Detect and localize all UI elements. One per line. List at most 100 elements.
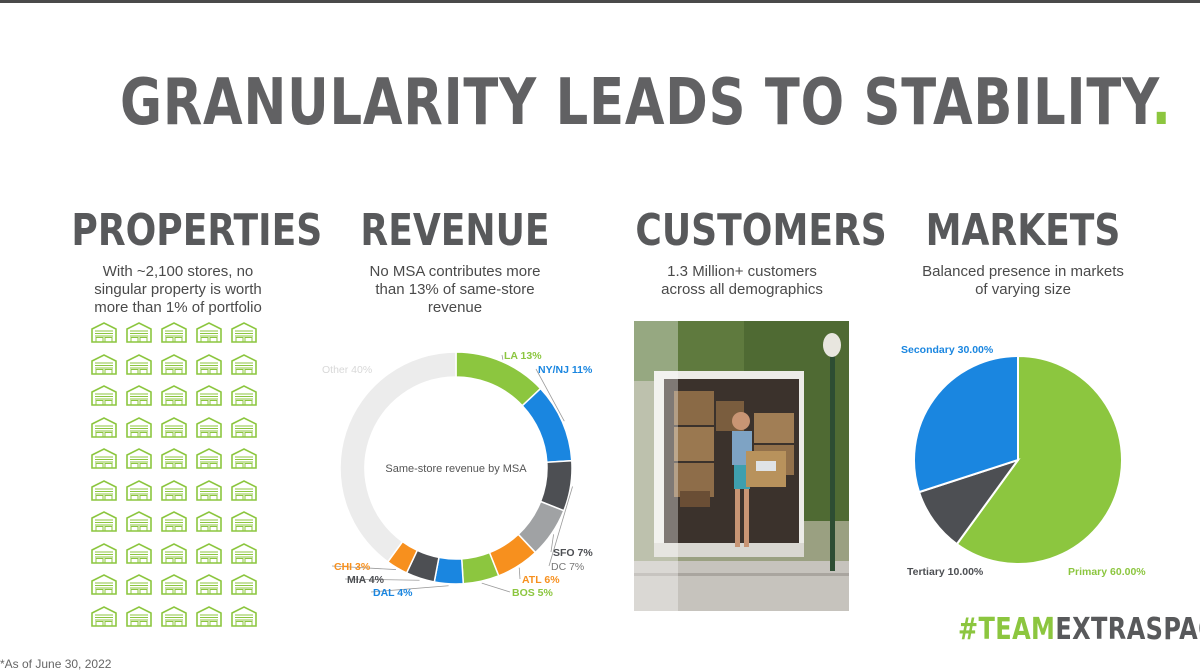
- donut-leader-bos: [481, 582, 511, 593]
- customers-column: CUSTOMERS 1.3 Million+ customers across …: [612, 205, 887, 299]
- storage-building-icon: [161, 479, 187, 501]
- donut-leader-mia: [344, 578, 420, 581]
- storage-building-icon: [126, 322, 152, 343]
- customers-description: 1.3 Million+ customers across all demogr…: [612, 263, 872, 299]
- storage-building-icon: [91, 416, 117, 438]
- revenue-description: No MSA contributes more than 13% of same…: [325, 263, 585, 317]
- storage-building-icon: [126, 353, 152, 375]
- storage-building-icon: [91, 605, 117, 627]
- storage-building-icon: [196, 416, 222, 438]
- storage-building-icon: [126, 416, 152, 438]
- storage-building-icon: [161, 605, 187, 627]
- top-rule: [0, 0, 1200, 3]
- storage-building-icon: [161, 353, 187, 375]
- brand-part-team: #TEAM: [958, 612, 1056, 647]
- storage-building-icon: [161, 542, 187, 564]
- storage-building-icon: [231, 511, 257, 532]
- storage-building-icon: [161, 448, 187, 469]
- donut-label-dc: DC 7%: [551, 561, 584, 573]
- donut-center-label: Same-store revenue by MSA: [385, 463, 527, 475]
- storage-building-icon: [231, 448, 257, 469]
- properties-line: With ~2,100 stores, no: [102, 263, 254, 280]
- storage-building-icon: [196, 322, 222, 343]
- storage-building-icon: [126, 542, 152, 564]
- donut-leader-ny-nj: [535, 368, 565, 422]
- storage-building-icon: [161, 322, 187, 343]
- pie-label-primary: Primary 60.00%: [1068, 566, 1146, 578]
- storage-building-icon: [231, 322, 257, 343]
- storage-building-icon: [91, 322, 117, 343]
- customers-line: across all demographics: [661, 281, 823, 298]
- donut-label-ny-nj: NY/NJ 11%: [538, 364, 593, 376]
- storage-building-icon: [196, 542, 222, 564]
- footnote: *As of June 30, 2022: [0, 657, 112, 671]
- brand-hashtag: #TEAMEXTRASPACE: [958, 612, 1200, 647]
- donut-label-mia: MIA 4%: [347, 574, 385, 586]
- donut-label-other: Other 40%: [322, 364, 372, 376]
- storage-building-icon: [126, 511, 152, 532]
- markets-line: Balanced presence in markets: [922, 263, 1124, 280]
- storage-building-icon: [91, 448, 117, 469]
- storage-building-icon: [196, 511, 222, 532]
- revenue-line: revenue: [427, 299, 483, 316]
- storage-building-icon: [231, 479, 257, 501]
- storage-building-icon: [91, 353, 117, 375]
- storage-building-icon: [231, 385, 257, 406]
- donut-leader-dc: [548, 486, 573, 567]
- donut-leader-chi: [331, 565, 396, 570]
- donut-label-bos: BOS 5%: [512, 587, 554, 599]
- markets-column: MARKETS Balanced presence in markets of …: [888, 205, 1158, 299]
- pie-label-tertiary: Tertiary 10.00%: [907, 566, 984, 578]
- storage-building-icon: [196, 479, 222, 501]
- storage-building-icon: [91, 511, 117, 532]
- donut-leader-sfo: [550, 534, 554, 553]
- customers-line: 1.3 Million+ customers: [667, 263, 817, 280]
- properties-description: With ~2,100 stores, no singular property…: [48, 263, 308, 317]
- markets-line: of varying size: [975, 281, 1071, 298]
- donut-label-sfo: SFO 7%: [553, 547, 593, 559]
- page-title-dot: .: [1151, 66, 1172, 140]
- storage-building-icon: [91, 574, 117, 595]
- donut-label-la: LA 13%: [504, 350, 542, 362]
- storage-building-icon: [161, 511, 187, 532]
- storage-building-icon: [196, 385, 222, 406]
- donut-leader-la: [501, 354, 504, 360]
- properties-column: PROPERTIES With ~2,100 stores, no singul…: [48, 205, 322, 317]
- pie-slice-secondary: [913, 354, 1019, 494]
- donut-hole: [365, 377, 547, 559]
- photo-illustration: [634, 321, 849, 611]
- storage-building-icon: [161, 416, 187, 438]
- storage-building-icon: [196, 574, 222, 595]
- storage-building-icon: [196, 448, 222, 469]
- pie-slice-primary: [955, 354, 1123, 565]
- page-title: GRANULARITY LEADS TO STABILITY.: [120, 66, 1171, 140]
- donut-label-dal: DAL 4%: [373, 587, 413, 599]
- storage-building-icon: [126, 479, 152, 501]
- revenue-column: REVENUE No MSA contributes more than 13%…: [325, 205, 585, 317]
- storage-building-icon: [231, 542, 257, 564]
- storage-building-icon: [126, 574, 152, 595]
- storage-building-icon: [126, 448, 152, 469]
- storage-building-icon: [231, 416, 257, 438]
- customers-heading: CUSTOMERS: [635, 205, 887, 256]
- store-icon-grid: [91, 322, 266, 632]
- pie-label-secondary: Secondary 30.00%: [901, 344, 994, 356]
- storage-building-icon: [161, 574, 187, 595]
- storage-building-icon: [91, 479, 117, 501]
- donut-label-chi: CHI 3%: [334, 561, 371, 573]
- storage-building-icon: [231, 574, 257, 595]
- revenue-heading: REVENUE: [360, 205, 550, 256]
- donut-label-atl: ATL 6%: [522, 574, 560, 586]
- storage-building-icon: [161, 385, 187, 406]
- revenue-line: than 13% of same-store: [375, 281, 535, 298]
- brand-part-extraspace: EXTRASPACE: [1055, 612, 1200, 647]
- mover-truck-photo: [634, 321, 849, 611]
- revenue-donut-chart: Same-store revenue by MSA LA 13% NY/NJ 11…: [322, 350, 593, 599]
- storage-building-icon: [91, 542, 117, 564]
- donut-leader-atl: [518, 567, 521, 580]
- storage-building-icon: [231, 605, 257, 627]
- storage-building-icon: [91, 385, 117, 406]
- donut-leader-dal: [370, 585, 449, 593]
- storage-building-icon: [126, 605, 152, 627]
- properties-line: singular property is worth: [94, 281, 262, 298]
